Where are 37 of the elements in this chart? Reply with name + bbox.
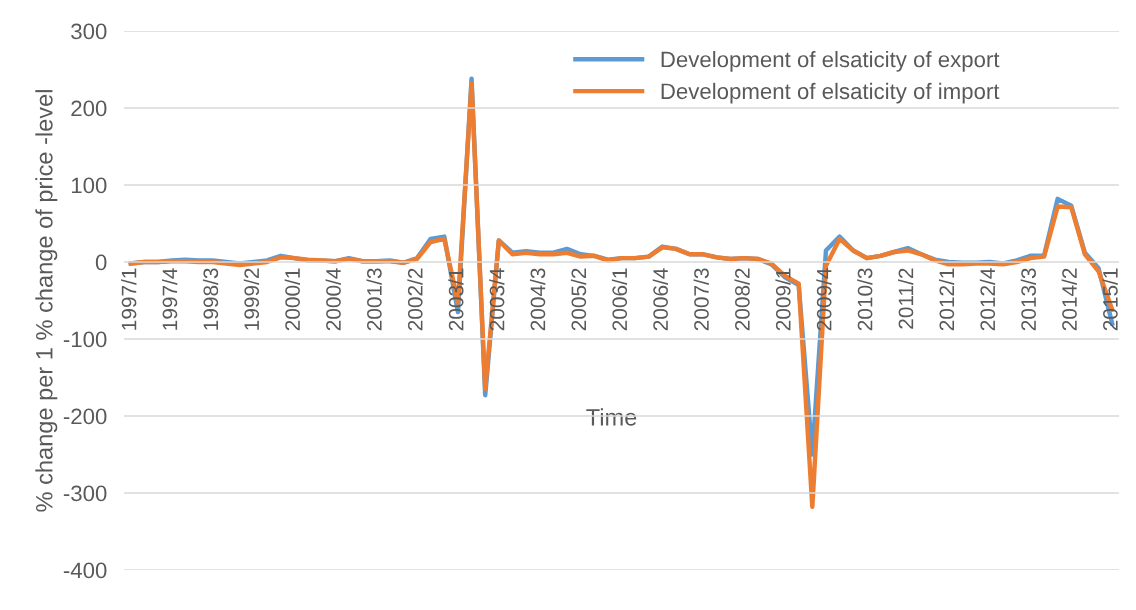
x-tick-label: 2015/1 [1102,268,1118,331]
x-tick-label: 2010/3 [857,268,873,331]
y-tick-label: 0 [95,254,107,271]
x-tick-label: 2000/4 [325,268,341,331]
x-axis-title: Time [586,408,637,426]
x-tick-label: 1999/2 [243,268,260,330]
x-tick-label: 2013/3 [1020,268,1036,331]
x-tick-label: 1997/1 [121,268,137,330]
x-tick-label: 2006/1 [611,268,628,331]
x-tick-label: 2012/1 [938,268,955,331]
x-tick-label: 2011/2 [898,268,914,329]
x-tick-label: 2006/4 [652,268,668,331]
legend-label: Development of elsaticity of export [661,51,1000,72]
y-tick-label: -200 [63,408,107,425]
x-tick-label: 2014/2 [1061,268,1077,331]
legend-label: Development of elsaticity of import [661,82,1000,104]
x-tick-label: 2009/4 [816,268,832,331]
y-axis-title: % change per 1 % change of price -level [35,90,58,512]
x-tick-label: 2003/4 [489,268,505,331]
x-tick-label: 2005/2 [570,268,587,331]
y-tick-label: -100 [63,331,107,348]
x-tick-label: 2001/3 [366,268,382,331]
x-tick-label: 2003/1 [448,268,464,331]
x-tick-label: 2012/4 [979,268,996,331]
x-tick-label: 2002/2 [407,268,423,331]
x-tick-label: 2008/2 [734,268,750,331]
x-tick-label: 2004/3 [530,268,546,331]
x-tick-label: 2000/1 [284,268,300,331]
y-tick-label: -300 [63,485,107,502]
x-tick-label: 2007/3 [693,268,709,331]
y-tick-label: 300 [71,23,107,40]
y-tick-label: 100 [71,177,107,194]
x-tick-label: 1997/4 [162,268,178,330]
x-tick-label: 2009/1 [775,268,791,331]
y-tick-label: -400 [63,562,107,579]
x-tick-label: 1998/3 [202,268,219,330]
y-tick-label: 200 [71,100,107,117]
